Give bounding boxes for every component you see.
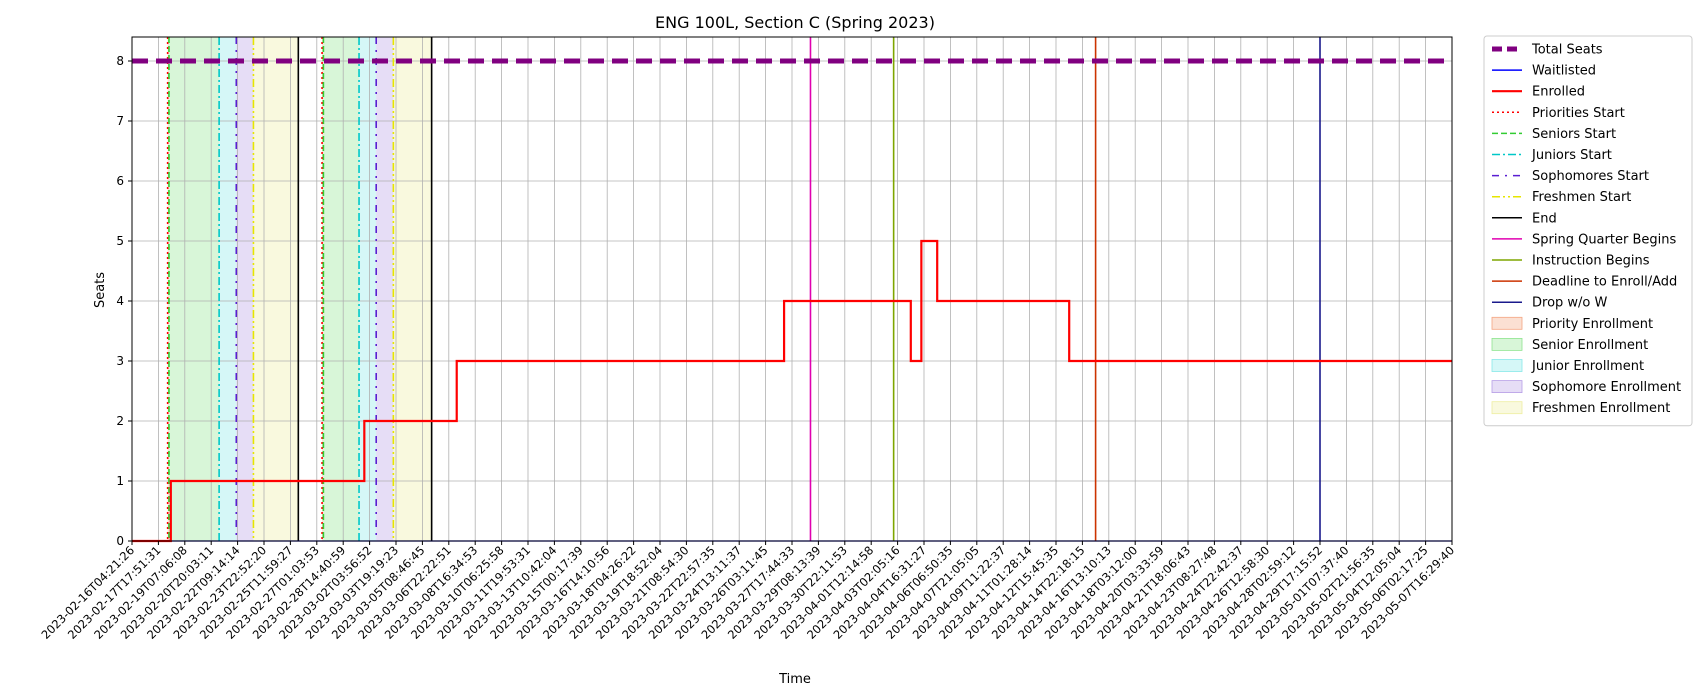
y-tick-label: 1: [116, 474, 124, 488]
y-tick-label: 8: [116, 54, 124, 68]
legend-label-end: End: [1532, 211, 1557, 226]
legend-label-priority-enrollment: Priority Enrollment: [1532, 317, 1653, 332]
legend-label-enrolled: Enrolled: [1532, 85, 1585, 100]
legend-label-total-seats: Total Seats: [1531, 43, 1603, 58]
legend-label-juniors-start: Juniors Start: [1531, 148, 1612, 163]
y-tick-label: 7: [116, 114, 124, 128]
y-tick-label: 3: [116, 354, 124, 368]
enrolled-series-line: [132, 239, 1452, 543]
junior-enrollment-region-0: [219, 37, 237, 541]
y-tick-label: 6: [116, 174, 124, 188]
legend: Total Seats Waitlisted Enrolled Priorities …: [1483, 35, 1693, 427]
legend-swatch-freshmen-enrollment: [1491, 401, 1523, 415]
legend-label-senior-enrollment: Senior Enrollment: [1532, 338, 1648, 353]
junior-enrollment-region-1: [359, 37, 377, 541]
legend-swatch-senior-enrollment: [1491, 337, 1523, 351]
y-tick-label: 5: [116, 234, 124, 248]
legend-label-freshmen-enrollment: Freshmen Enrollment: [1532, 401, 1670, 416]
y-tick-label: 2: [116, 414, 124, 428]
sophomore-enrollment-region-0: [236, 37, 254, 541]
legend-label-sophomore-enrollment: Sophomore Enrollment: [1532, 380, 1681, 395]
legend-label-instruction-begins: Instruction Begins: [1532, 254, 1650, 269]
legend-label-waitlisted: Waitlisted: [1532, 64, 1596, 79]
legend-label-priorities-start: Priorities Start: [1532, 106, 1625, 121]
y-tick-label: 0: [116, 534, 124, 548]
legend-label-deadline-to-enroll-add: Deadline to Enroll/Add: [1532, 275, 1677, 290]
legend-label-freshmen-start: Freshmen Start: [1532, 190, 1631, 205]
chart-title: ENG 100L, Section C (Spring 2023): [655, 13, 935, 32]
y-tick-label: 4: [116, 294, 124, 308]
senior-enrollment-region-1: [323, 37, 360, 541]
legend-swatch-priority-enrollment: [1491, 316, 1523, 330]
x-axis-label: Time: [778, 672, 811, 687]
legend-swatch-sophomore-enrollment: [1491, 380, 1523, 394]
legend-label-sophomores-start: Sophomores Start: [1532, 169, 1649, 184]
freshmen-enrollment-region-1: [393, 37, 432, 541]
legend-swatch-junior-enrollment: [1491, 359, 1523, 372]
legend-label-junior-enrollment: Junior Enrollment: [1531, 359, 1644, 374]
sophomore-enrollment-region-1: [376, 37, 394, 541]
legend-label-seniors-start: Seniors Start: [1532, 127, 1616, 142]
legend-label-drop-w-o-w: Drop w/o W: [1532, 296, 1608, 311]
y-axis-label: Seats: [93, 272, 108, 308]
freshmen-enrollment-region-0: [253, 37, 299, 541]
legend-label-spring-quarter-begins: Spring Quarter Begins: [1532, 232, 1676, 247]
legend-box: [1483, 35, 1693, 427]
